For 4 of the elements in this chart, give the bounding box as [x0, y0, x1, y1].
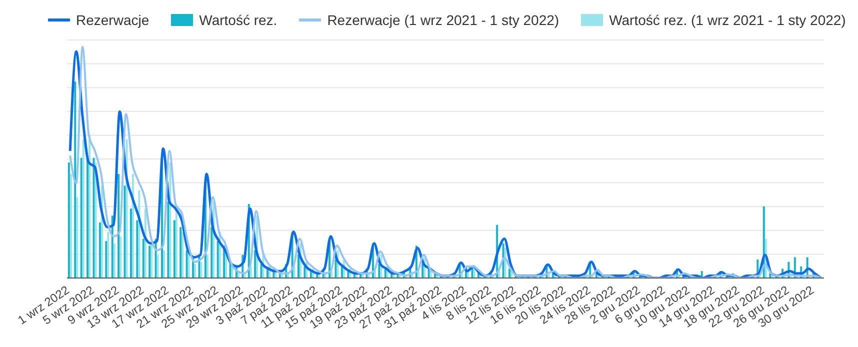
- legend-label: Wartość rez.: [199, 12, 278, 28]
- legend-label: Wartość rez. (1 wrz 2021 - 1 sty 2022): [609, 12, 846, 28]
- legend-label: Rezerwacje: [76, 12, 150, 28]
- legend-label: Rezerwacje (1 wrz 2021 - 1 sty 2022): [327, 12, 560, 28]
